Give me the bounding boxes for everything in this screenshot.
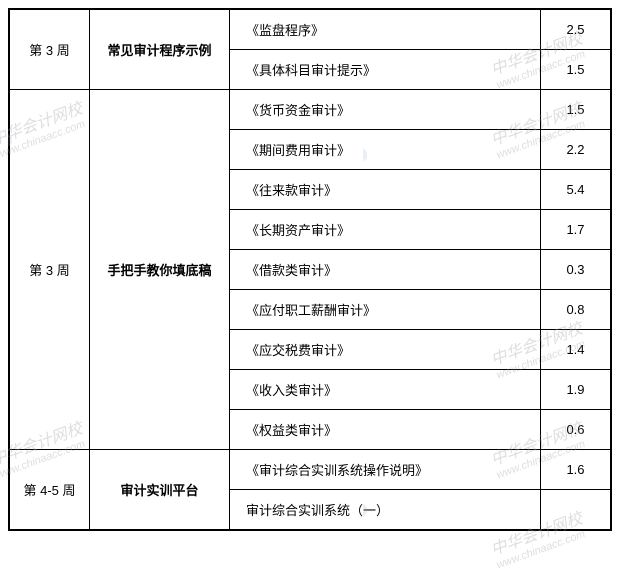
content-cell: 《监盘程序》 — [230, 10, 541, 50]
week-cell: 第 3 周 — [10, 90, 90, 450]
table-row: 第 3 周手把手教你填底稿《货币资金审计》1.5 — [10, 90, 611, 130]
week-cell: 第 3 周 — [10, 10, 90, 90]
content-cell: 《应交税费审计》 — [230, 330, 541, 370]
title-cell: 审计实训平台 — [90, 450, 230, 530]
content-cell: 《权益类审计》 — [230, 410, 541, 450]
value-cell: 1.4 — [541, 330, 611, 370]
course-table: 第 3 周常见审计程序示例《监盘程序》2.5《具体科目审计提示》1.5第 3 周… — [9, 9, 611, 530]
content-cell: 《收入类审计》 — [230, 370, 541, 410]
value-cell: 2.2 — [541, 130, 611, 170]
course-table-container: 第 3 周常见审计程序示例《监盘程序》2.5《具体科目审计提示》1.5第 3 周… — [8, 8, 612, 531]
content-cell: 《借款类审计》 — [230, 250, 541, 290]
table-row: 第 4-5 周审计实训平台《审计综合实训系统操作说明》1.6 — [10, 450, 611, 490]
value-cell — [541, 490, 611, 530]
content-cell: 《应付职工薪酬审计》 — [230, 290, 541, 330]
table-body: 第 3 周常见审计程序示例《监盘程序》2.5《具体科目审计提示》1.5第 3 周… — [10, 10, 611, 530]
title-cell: 常见审计程序示例 — [90, 10, 230, 90]
title-cell: 手把手教你填底稿 — [90, 90, 230, 450]
content-cell: 《具体科目审计提示》 — [230, 50, 541, 90]
value-cell: 1.6 — [541, 450, 611, 490]
week-cell: 第 4-5 周 — [10, 450, 90, 530]
value-cell: 1.5 — [541, 50, 611, 90]
content-cell: 《货币资金审计》 — [230, 90, 541, 130]
value-cell: 5.4 — [541, 170, 611, 210]
content-cell: 《审计综合实训系统操作说明》 — [230, 450, 541, 490]
value-cell: 0.3 — [541, 250, 611, 290]
content-cell: 《期间费用审计》 — [230, 130, 541, 170]
value-cell: 2.5 — [541, 10, 611, 50]
content-cell: 《往来款审计》 — [230, 170, 541, 210]
value-cell: 1.5 — [541, 90, 611, 130]
content-cell: 《长期资产审计》 — [230, 210, 541, 250]
table-row: 第 3 周常见审计程序示例《监盘程序》2.5 — [10, 10, 611, 50]
value-cell: 0.6 — [541, 410, 611, 450]
value-cell: 1.9 — [541, 370, 611, 410]
value-cell: 0.8 — [541, 290, 611, 330]
value-cell: 1.7 — [541, 210, 611, 250]
content-cell: 审计综合实训系统（一） — [230, 490, 541, 530]
